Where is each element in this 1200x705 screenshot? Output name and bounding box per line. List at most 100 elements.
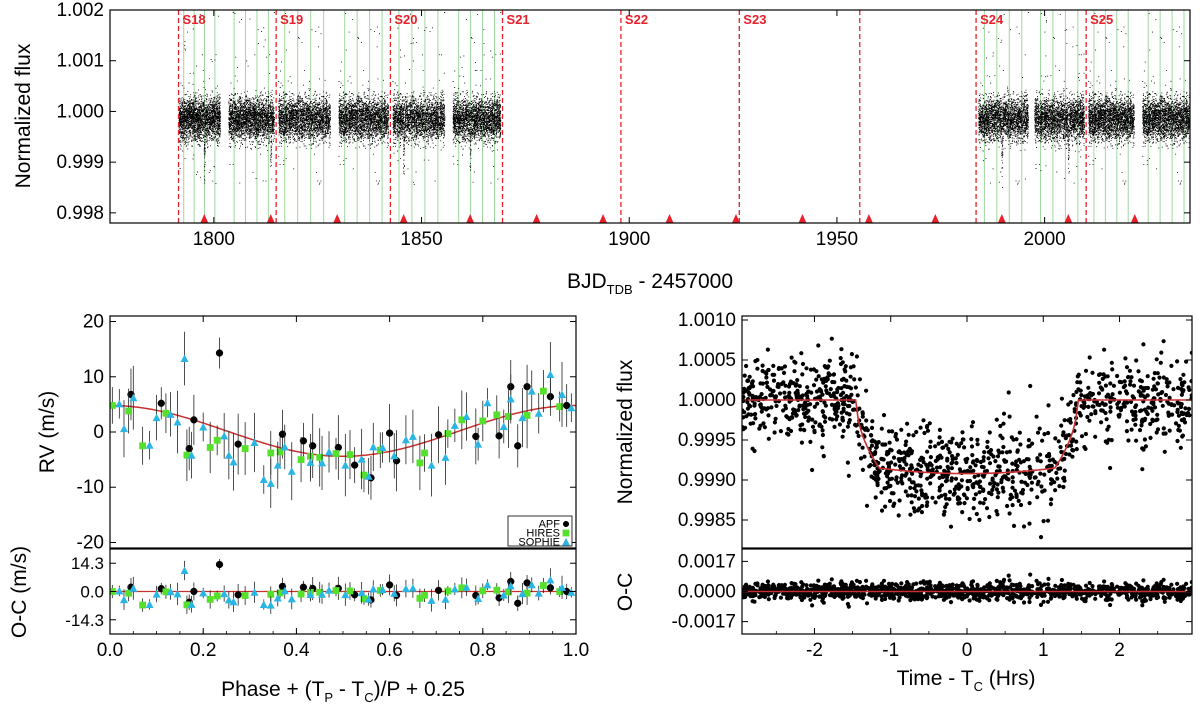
- transit-marker: [665, 214, 674, 223]
- transit-marker: [399, 214, 408, 223]
- rv-residual-point-hires: [162, 588, 170, 596]
- sector-label: S21: [507, 12, 530, 27]
- phase-x-tick-label: 0.0: [97, 640, 123, 661]
- rv-point-hires: [276, 448, 284, 456]
- rv-point-sophie: [546, 370, 555, 379]
- transit-residual-panel: -2 -1 0 1 2 -0.0017 0.0000 0.0017 O-C Time - T…: [614, 316, 1193, 694]
- rv-point-sophie: [173, 418, 182, 426]
- rv-point-apf: [495, 432, 503, 440]
- transit-marker: [1130, 214, 1139, 223]
- transit-model-curve: [742, 399, 1192, 475]
- rv-residual-point-hires: [556, 588, 564, 596]
- rv-point-sophie: [224, 451, 233, 459]
- rv-point-sophie: [166, 410, 175, 418]
- legend-label: APF: [539, 519, 561, 531]
- rv-residual-point-sophie: [408, 584, 417, 592]
- rv-point-apf: [215, 349, 224, 357]
- rv-residual-point-hires: [421, 591, 428, 599]
- transit-residual-y-label: O-C: [614, 573, 637, 612]
- rv-residual-x-ticks: 0.0 0.2 0.4 0.6 0.8 1.0: [97, 316, 589, 661]
- rv-residual-plot-area: [110, 558, 576, 615]
- rv-point-sophie: [534, 409, 543, 417]
- transit-marker: [266, 214, 275, 223]
- lightcurve-y-tick-label: 1.002: [56, 0, 104, 21]
- phase-x-tick-label: 1.0: [563, 640, 589, 661]
- lightcurve-y-tick-label: 0.999: [56, 152, 104, 173]
- transit-lines: [183, 10, 1185, 223]
- transit-plot-area: [742, 336, 1192, 540]
- rv-residual-point-sophie: [427, 596, 436, 604]
- rv-residual-point-sophie: [357, 588, 366, 597]
- phase-x-tick-label: 0.6: [376, 640, 402, 661]
- rv-point-sophie: [341, 461, 350, 469]
- transit-y-ticks: 0.9985 0.9990 0.9995 1.0000 1.0005 1.0010: [678, 310, 1192, 531]
- rv-point-sophie: [427, 461, 436, 469]
- transit-panel: 0.9985 0.9990 0.9995 1.0000 1.0005 1.0010 Nor…: [614, 310, 1193, 549]
- time-x-label: Time - TC (Hrs): [897, 667, 1036, 694]
- rv-residual-point-sophie: [119, 595, 128, 604]
- rv-point-apf: [309, 442, 317, 450]
- rv-residual-point-apf: [434, 586, 443, 594]
- rv-residual-point-sophie: [220, 589, 229, 598]
- transit-marker: [931, 214, 940, 223]
- rv-point-sophie: [306, 458, 315, 466]
- rv-point-sophie: [450, 421, 459, 429]
- rv-point-hires: [206, 444, 214, 451]
- rv-point-sophie: [250, 438, 259, 446]
- rv-point-sophie: [287, 467, 296, 475]
- rv-point-apf: [563, 401, 571, 410]
- rv-residual-point-sophie: [152, 590, 161, 598]
- rv-point-hires: [360, 471, 368, 479]
- rv-point-apf: [278, 430, 287, 438]
- rv-point-hires: [139, 442, 147, 450]
- rv-residual-point-sophie: [250, 588, 259, 596]
- transit-marker: [798, 214, 807, 223]
- rv-point-sophie: [462, 412, 471, 421]
- rv-point-hires: [346, 451, 354, 459]
- rv-point-hires: [183, 451, 191, 459]
- transit-markers: [200, 214, 1139, 223]
- rv-residual-point-sophie: [229, 597, 238, 606]
- time-x-tick-label: -1: [882, 640, 899, 661]
- sector-label: S22: [625, 12, 648, 27]
- rv-point-apf: [234, 440, 242, 448]
- rv-residual-point-sophie: [567, 588, 576, 596]
- rv-point-apf: [299, 437, 308, 445]
- rv-point-sophie: [199, 423, 208, 431]
- rv-point-apf: [472, 432, 480, 441]
- rv-point-hires: [523, 412, 531, 419]
- rv-point-sophie: [273, 461, 282, 469]
- rv-point-sophie: [180, 354, 189, 363]
- rv-point-hires: [110, 402, 116, 409]
- rv-residual-point-sophie: [450, 584, 459, 593]
- rv-residual-point-sophie: [287, 594, 296, 603]
- rv-point-sophie: [318, 458, 327, 467]
- phase-x-tick-label: 0.8: [470, 640, 496, 661]
- transit-marker: [200, 214, 209, 223]
- lightcurve-y-tick-label: 0.998: [56, 203, 104, 224]
- rv-residual-point-apf: [190, 587, 198, 596]
- rv-residual-point-sophie: [341, 590, 350, 599]
- rv-residual-points: [110, 558, 576, 615]
- rv-point-sophie: [280, 442, 289, 451]
- rv-point-sophie: [119, 424, 128, 433]
- transit-marker: [532, 214, 541, 223]
- rv-point-apf: [385, 429, 394, 437]
- rv-point-sophie: [220, 431, 229, 440]
- rv-point-hires: [421, 449, 428, 457]
- rv-y-ticks: -20 -10 0 10 20: [77, 312, 576, 553]
- rv-point-apf: [190, 416, 198, 424]
- rv-point-hires: [458, 416, 466, 424]
- time-x-tick-label: -2: [806, 640, 823, 661]
- rv-point-sophie: [364, 472, 373, 480]
- legend-label: SOPHIE: [518, 537, 560, 549]
- rv-residual-point-sophie: [364, 595, 373, 603]
- rv-residual-y-label: O-C (m/s): [8, 546, 31, 638]
- lightcurve-y-tick-label: 1.001: [56, 51, 104, 72]
- transit-y-tick-label: 1.0010: [678, 310, 736, 331]
- transit-marker: [599, 214, 608, 223]
- transit-marker: [997, 214, 1006, 223]
- rv-residual-y-ticks: -14.3 0.0 14.3: [65, 554, 576, 630]
- sector-label: S25: [1090, 12, 1113, 27]
